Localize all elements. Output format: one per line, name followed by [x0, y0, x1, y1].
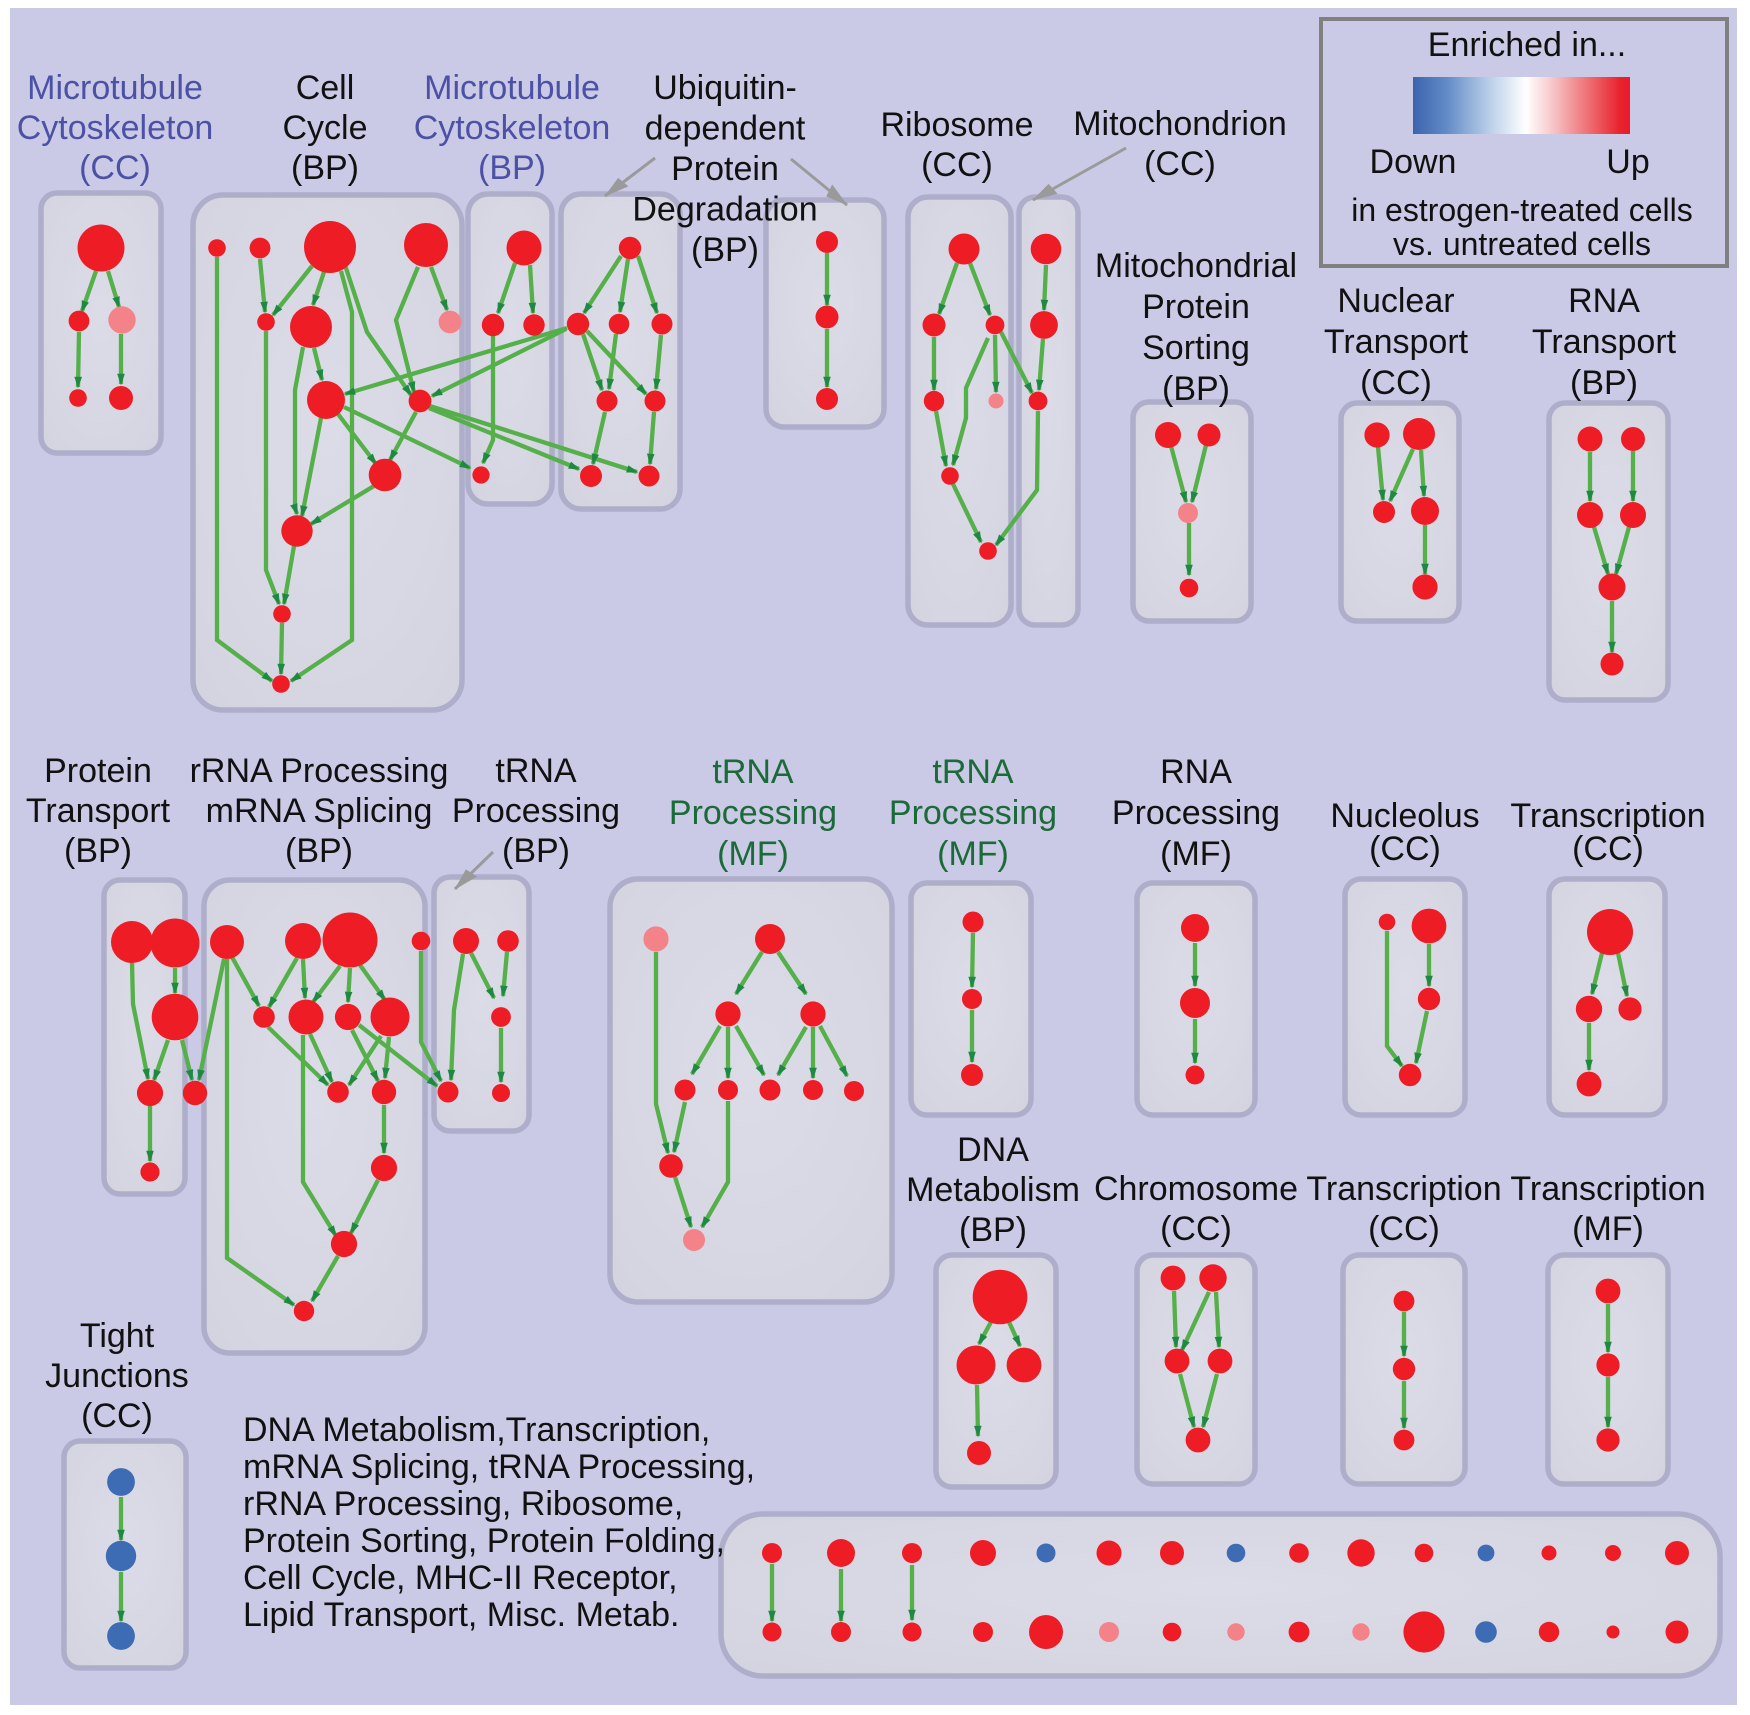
svg-text:DNA Metabolism,Transcription,: DNA Metabolism,Transcription, — [243, 1411, 710, 1449]
svg-text:(CC): (CC) — [921, 146, 993, 184]
svg-text:Processing: Processing — [452, 792, 620, 830]
svg-text:Chromosome: Chromosome — [1094, 1170, 1298, 1208]
svg-text:Microtubule: Microtubule — [27, 69, 203, 107]
svg-text:mRNA Splicing: mRNA Splicing — [206, 792, 433, 830]
svg-text:Cycle: Cycle — [282, 109, 367, 147]
svg-text:Processing: Processing — [1112, 794, 1280, 832]
svg-text:Processing: Processing — [669, 794, 837, 832]
svg-text:(BP): (BP) — [285, 832, 353, 870]
svg-text:rRNA Processing, Ribosome,: rRNA Processing, Ribosome, — [243, 1485, 683, 1523]
svg-text:DNA: DNA — [957, 1131, 1029, 1169]
svg-text:Protein Sorting, Protein Foldi: Protein Sorting, Protein Folding, — [243, 1522, 725, 1560]
svg-text:(CC): (CC) — [1160, 1210, 1232, 1248]
svg-text:(CC): (CC) — [79, 149, 151, 187]
svg-text:rRNA Processing: rRNA Processing — [190, 752, 449, 790]
svg-text:Protein: Protein — [1142, 288, 1250, 326]
svg-text:Transcription: Transcription — [1306, 1170, 1501, 1208]
svg-text:Sorting: Sorting — [1142, 329, 1250, 367]
svg-text:Cell: Cell — [296, 69, 355, 107]
svg-text:(BP): (BP) — [691, 231, 759, 269]
svg-text:Transport: Transport — [1532, 323, 1677, 361]
svg-text:Up: Up — [1606, 143, 1649, 181]
svg-text:(BP): (BP) — [1570, 364, 1638, 402]
svg-text:(CC): (CC) — [1144, 145, 1216, 183]
svg-text:Metabolism: Metabolism — [906, 1171, 1080, 1209]
svg-text:RNA: RNA — [1568, 282, 1640, 320]
svg-text:Ubiquitin-: Ubiquitin- — [653, 69, 797, 107]
svg-text:(MF): (MF) — [937, 835, 1009, 873]
svg-text:(CC): (CC) — [1572, 830, 1644, 868]
svg-text:Tight: Tight — [80, 1317, 155, 1355]
svg-text:RNA: RNA — [1160, 753, 1232, 791]
svg-text:Transport: Transport — [26, 792, 171, 830]
svg-text:(MF): (MF) — [1572, 1210, 1644, 1248]
svg-text:dependent: dependent — [645, 110, 806, 148]
svg-text:(MF): (MF) — [717, 835, 789, 873]
svg-text:Ribosome: Ribosome — [880, 106, 1033, 144]
svg-text:Cytoskeleton: Cytoskeleton — [17, 109, 214, 147]
svg-text:Cell Cycle, MHC-II Receptor,: Cell Cycle, MHC-II Receptor, — [243, 1559, 678, 1597]
svg-text:(CC): (CC) — [1360, 364, 1432, 402]
svg-text:Degradation: Degradation — [632, 191, 817, 229]
svg-text:(CC): (CC) — [1368, 1210, 1440, 1248]
svg-text:Down: Down — [1370, 143, 1457, 181]
svg-text:Mitochondrial: Mitochondrial — [1095, 247, 1297, 285]
svg-text:(BP): (BP) — [502, 832, 570, 870]
svg-text:(BP): (BP) — [478, 149, 546, 187]
svg-text:Transcription: Transcription — [1510, 1170, 1705, 1208]
svg-text:Enriched in...: Enriched in... — [1428, 26, 1626, 64]
svg-text:Junctions: Junctions — [45, 1357, 189, 1395]
svg-text:(BP): (BP) — [1162, 370, 1230, 408]
svg-text:(BP): (BP) — [291, 149, 359, 187]
svg-text:Cytoskeleton: Cytoskeleton — [414, 109, 611, 147]
svg-text:Nuclear: Nuclear — [1337, 282, 1454, 320]
svg-text:tRNA: tRNA — [932, 753, 1014, 791]
svg-text:Nucleolus: Nucleolus — [1330, 797, 1479, 835]
svg-text:vs. untreated cells: vs. untreated cells — [1393, 226, 1651, 262]
svg-text:Transport: Transport — [1324, 323, 1469, 361]
svg-text:(CC): (CC) — [1369, 830, 1441, 868]
svg-text:(BP): (BP) — [64, 832, 132, 870]
svg-text:Microtubule: Microtubule — [424, 69, 600, 107]
svg-text:in estrogen-treated cells: in estrogen-treated cells — [1351, 192, 1693, 228]
svg-text:tRNA: tRNA — [495, 752, 577, 790]
svg-text:mRNA Splicing, tRNA Processing: mRNA Splicing, tRNA Processing, — [243, 1448, 755, 1486]
svg-text:Transcription: Transcription — [1510, 797, 1705, 835]
svg-text:Protein: Protein — [44, 752, 152, 790]
svg-text:Processing: Processing — [889, 794, 1057, 832]
svg-text:Lipid Transport, Misc. Metab.: Lipid Transport, Misc. Metab. — [243, 1596, 680, 1634]
svg-text:(MF): (MF) — [1160, 835, 1232, 873]
svg-text:Mitochondrion: Mitochondrion — [1073, 105, 1287, 143]
svg-text:(BP): (BP) — [959, 1211, 1027, 1249]
svg-text:Protein: Protein — [671, 150, 779, 188]
svg-text:tRNA: tRNA — [712, 753, 794, 791]
svg-text:(CC): (CC) — [81, 1397, 153, 1435]
